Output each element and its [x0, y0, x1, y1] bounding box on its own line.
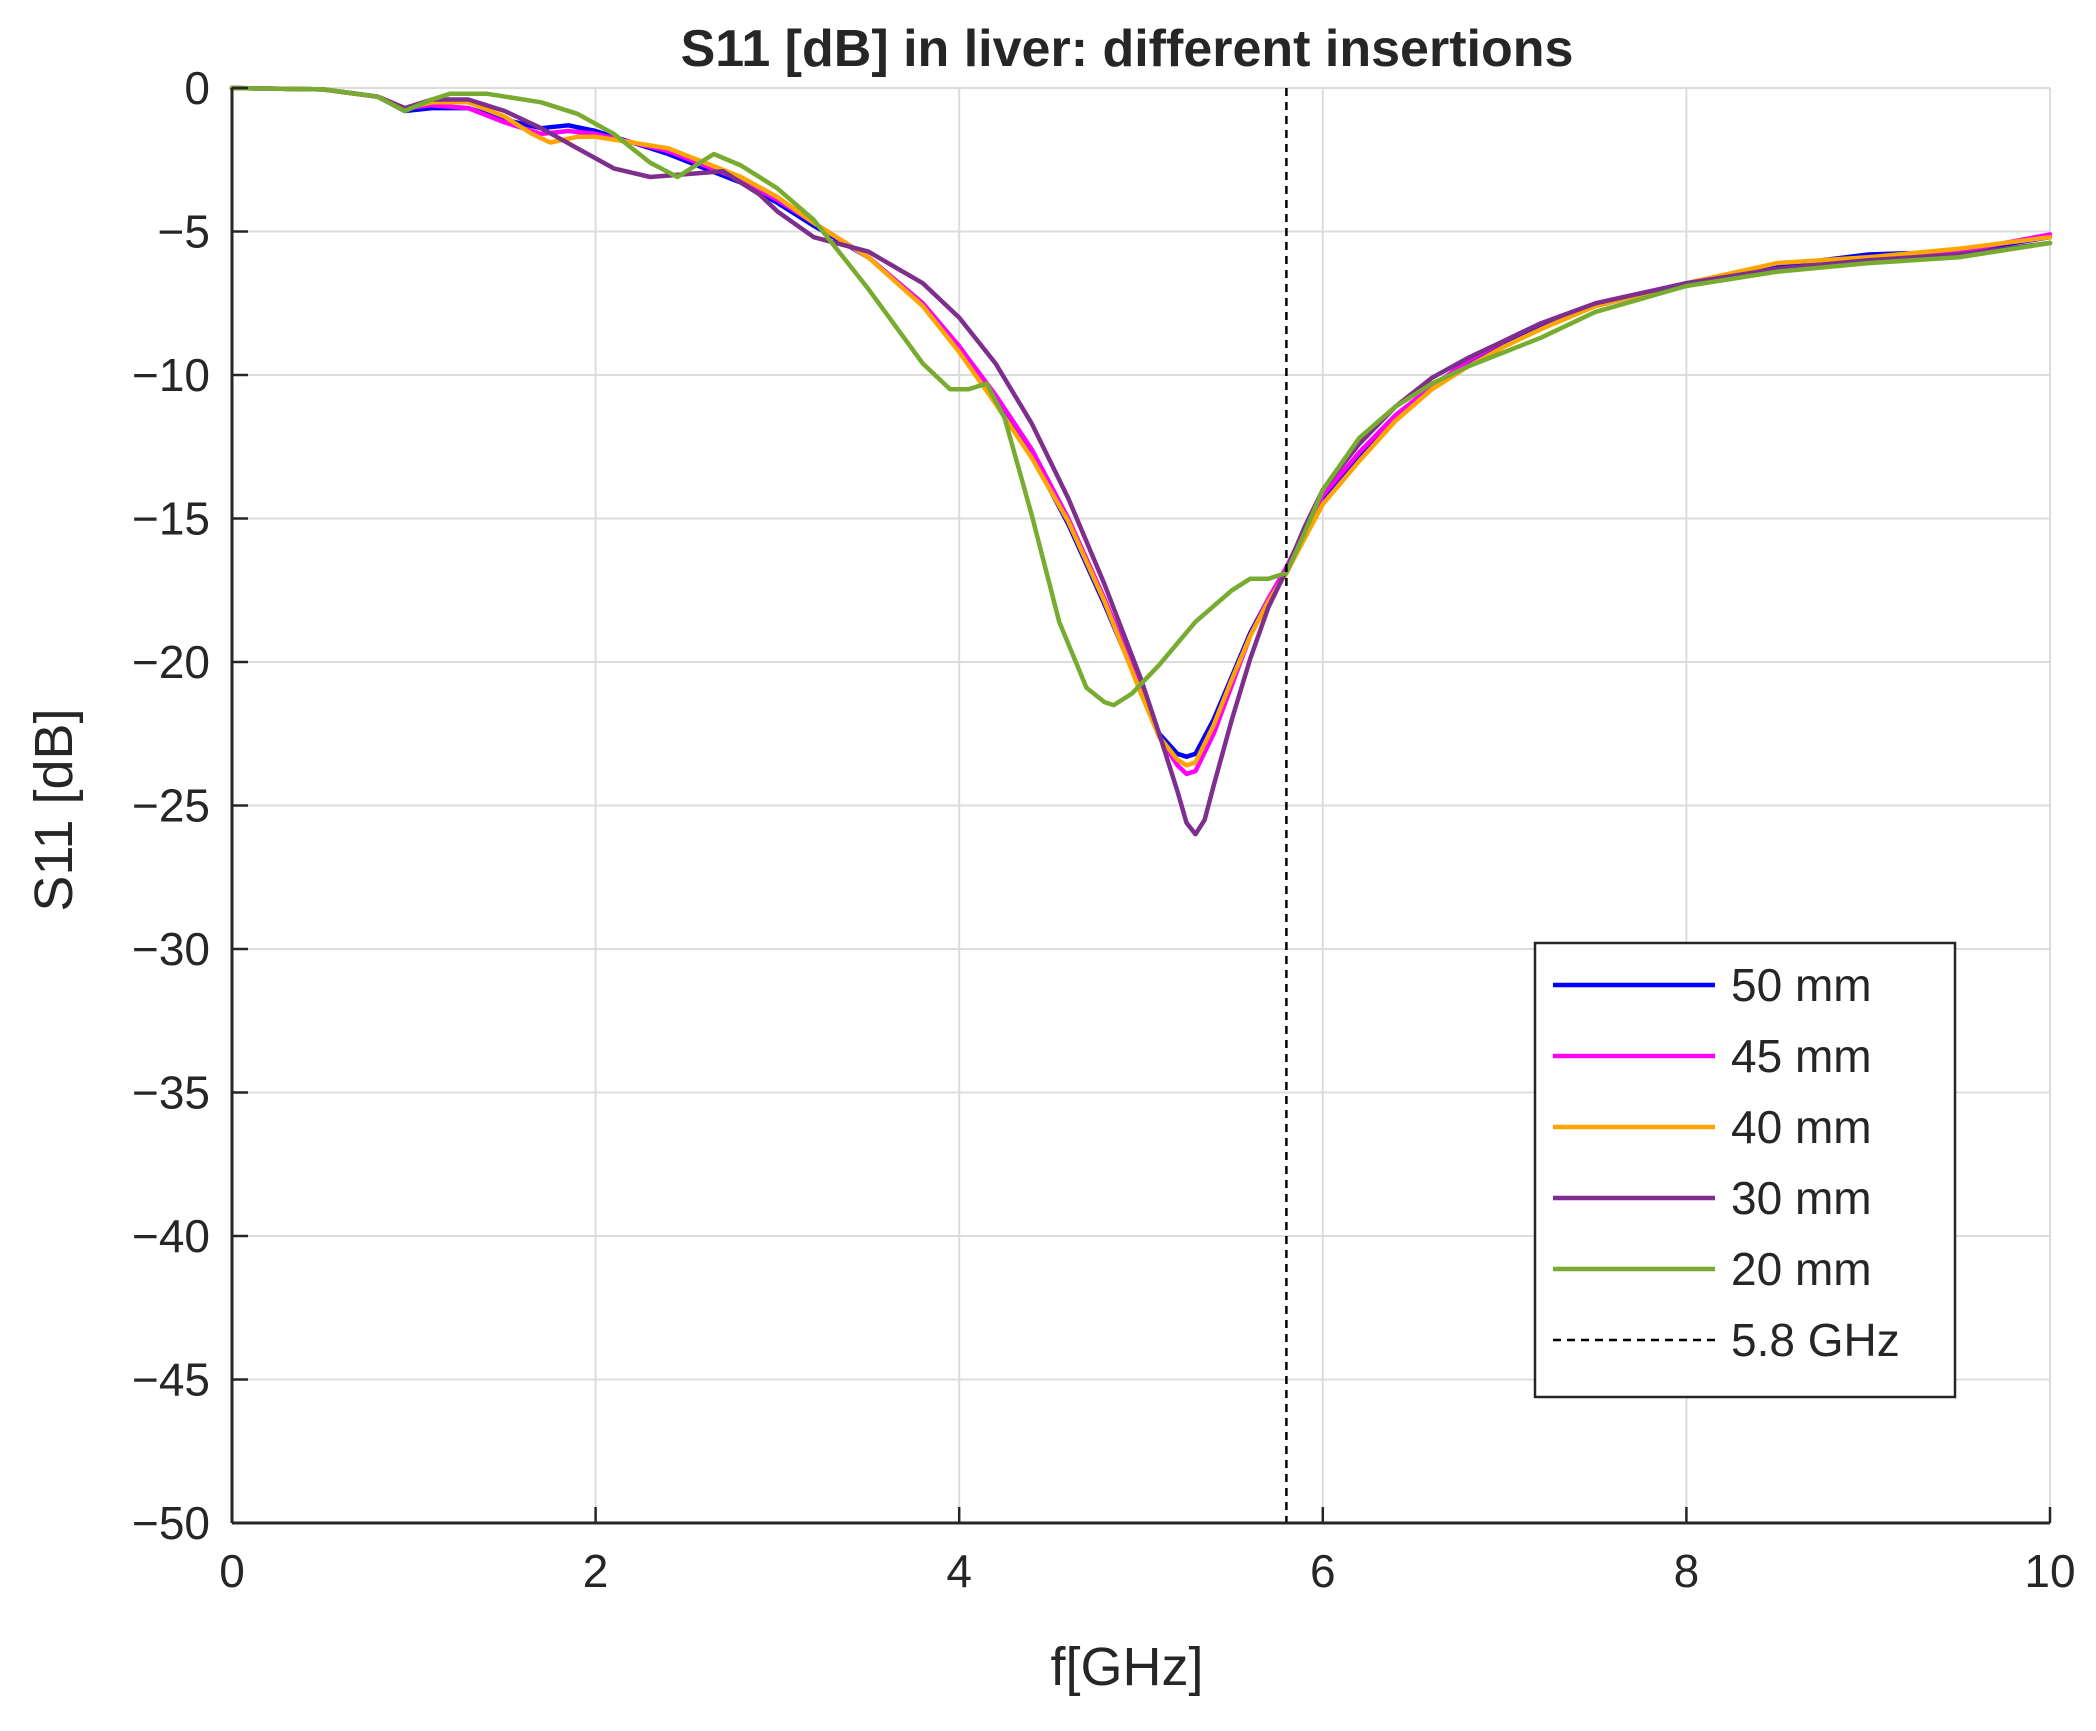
- y-tick-label-5: −25: [132, 780, 210, 832]
- legend-label-4: 20 mm: [1731, 1243, 1872, 1295]
- tick-labels: 0 2 4 6 8 10 0 −5 −10 −15 −20 −25 −30 −35 −40 −45 −50: [132, 62, 2076, 1597]
- y-tick-label-10: −50: [132, 1497, 210, 1549]
- x-tick-label-0: 0: [219, 1545, 245, 1597]
- x-tick-label-1: 2: [583, 1545, 609, 1597]
- legend-label-3: 30 mm: [1731, 1172, 1872, 1224]
- y-tick-label-6: −30: [132, 923, 210, 975]
- legend-label-0: 50 mm: [1731, 959, 1872, 1011]
- series-line-30-mm: [229, 85, 2053, 837]
- chart-title: S11 [dB] in liver: different insertions: [681, 20, 1574, 78]
- y-tick-label-3: −15: [132, 493, 210, 545]
- series-line-20-mm: [229, 85, 2053, 708]
- x-tick-label-5: 10: [2024, 1545, 2075, 1597]
- x-tick-label-3: 6: [1310, 1545, 1336, 1597]
- x-tick-label-2: 4: [946, 1545, 972, 1597]
- y-tick-label-9: −45: [132, 1354, 210, 1406]
- y-tick-label-0: 0: [184, 62, 210, 114]
- series-layer: [229, 85, 2053, 1523]
- legend-label-5: 5.8 GHz: [1731, 1314, 1900, 1366]
- legend-label-1: 45 mm: [1731, 1030, 1872, 1082]
- y-tick-label-4: −20: [132, 636, 210, 688]
- y-tick-label-8: −40: [132, 1210, 210, 1262]
- y-tick-label-7: −35: [132, 1067, 210, 1119]
- y-axis-label: S11 [dB]: [24, 708, 84, 911]
- legend: 50 mm 45 mm 40 mm 30 mm 20 mm 5.8 GHz: [1533, 941, 1957, 1399]
- axes: [230, 86, 2052, 1525]
- y-tick-label-2: −10: [132, 349, 210, 401]
- x-tick-label-4: 8: [1674, 1545, 1700, 1597]
- x-axis-label: f[GHz]: [1050, 1637, 1203, 1697]
- legend-label-2: 40 mm: [1731, 1101, 1872, 1153]
- y-tick-label-1: −5: [158, 206, 210, 258]
- legend-box: [1533, 941, 1957, 1399]
